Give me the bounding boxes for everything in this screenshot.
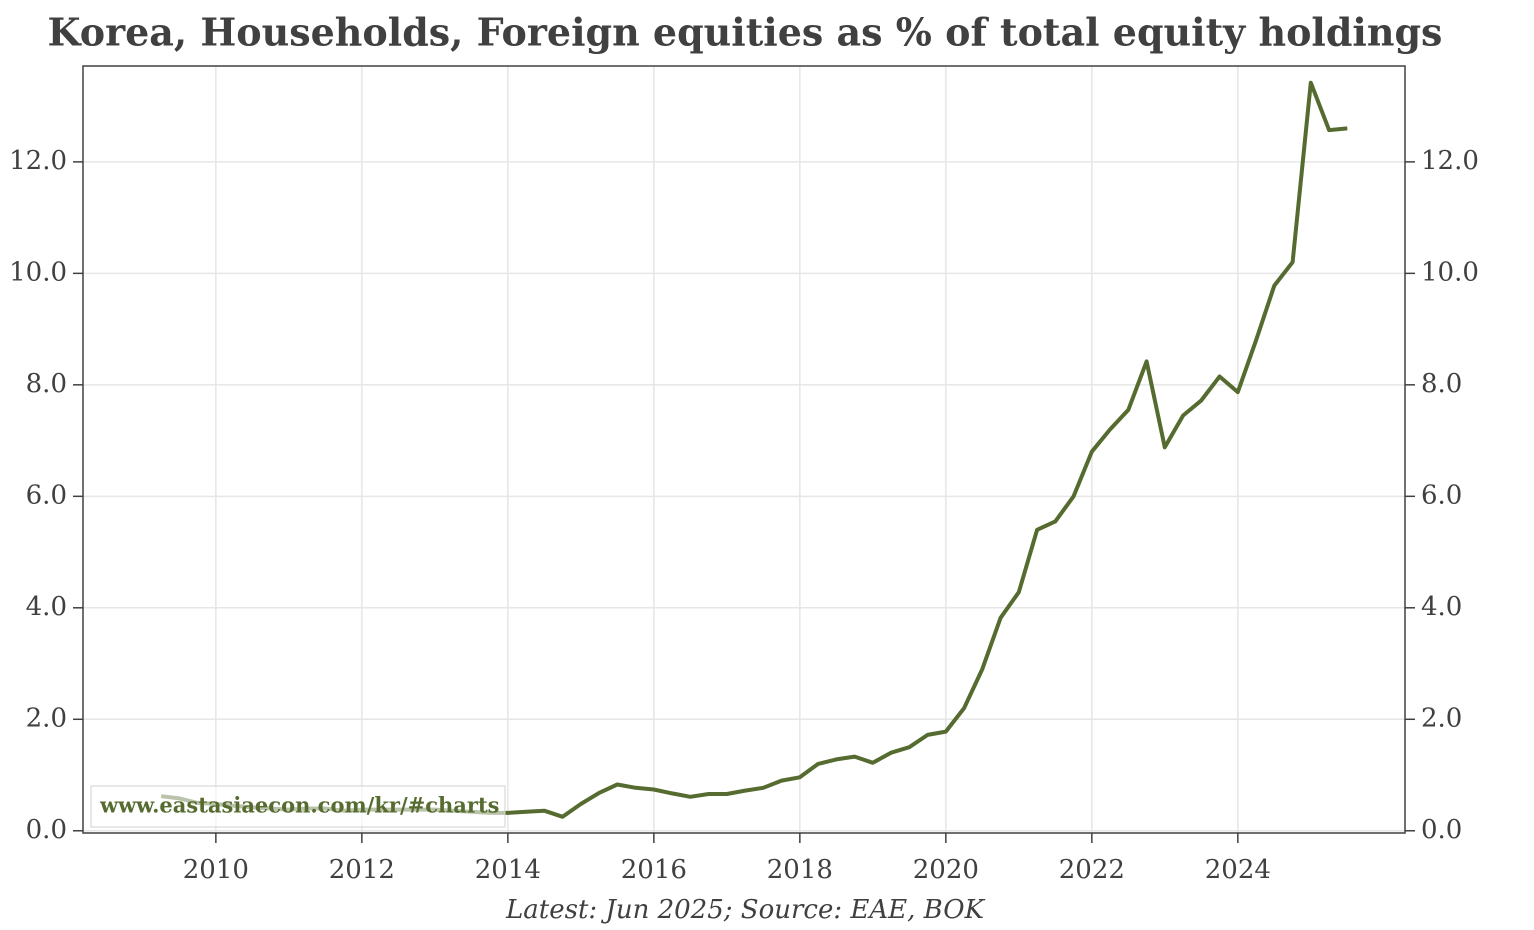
x-tick-label: 2018 (767, 855, 833, 885)
y-tick-label: 12.0 (9, 146, 67, 176)
watermark: www.eastasiaecon.com/kr/#charts (99, 793, 499, 818)
y-tick-label: 0.0 (26, 815, 67, 845)
y2-tick-label: 6.0 (1421, 480, 1462, 510)
y-tick-label: 10.0 (9, 257, 67, 287)
x-tick-label: 2020 (913, 855, 979, 885)
footnote: Latest: Jun 2025; Source: EAE, BOK (505, 895, 986, 925)
watermark-box (90, 785, 506, 828)
y2-tick-label: 10.0 (1421, 257, 1479, 287)
y-tick-label: 2.0 (26, 703, 67, 733)
plot-frame (82, 65, 1406, 834)
lines (160, 80, 1348, 819)
y2-tick-label: 8.0 (1421, 369, 1462, 399)
y-tick-label: 4.0 (26, 592, 67, 622)
x-tick-label: 2012 (329, 855, 395, 885)
x-tick-label: 2016 (621, 855, 687, 885)
y2-tick-label: 2.0 (1421, 703, 1462, 733)
y2-tick-label: 0.0 (1421, 815, 1462, 845)
y-tick-label: 6.0 (26, 480, 67, 510)
chart-title: Korea, Households, Foreign equities as %… (48, 10, 1443, 55)
y2-tick-label: 12.0 (1421, 146, 1479, 176)
y2-tick-label: 4.0 (1421, 592, 1462, 622)
grid (83, 66, 1405, 833)
x-tick-label: 2014 (475, 855, 541, 885)
y-tick-label: 8.0 (26, 369, 67, 399)
x-tick-label: 2010 (183, 855, 249, 885)
x-tick-label: 2024 (1205, 855, 1271, 885)
data-line (160, 80, 1348, 819)
x-tick-label: 2022 (1059, 855, 1125, 885)
